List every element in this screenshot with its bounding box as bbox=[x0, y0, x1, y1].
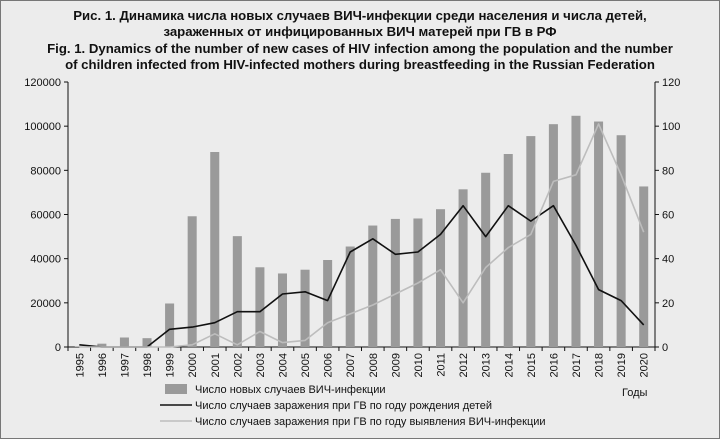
x-tick-label-2003: 2003 bbox=[255, 353, 267, 377]
left-tick-label-3: 60000 bbox=[30, 210, 61, 222]
x-tick-label-1997: 1997 bbox=[119, 353, 131, 377]
x-tick-label-2016: 2016 bbox=[548, 353, 560, 377]
x-tick-label-2007: 2007 bbox=[345, 353, 357, 377]
bar-series bbox=[74, 115, 649, 347]
title-en-line2: of children infected from HIV-infected m… bbox=[65, 57, 655, 72]
x-tick-label-2019: 2019 bbox=[616, 353, 628, 377]
line-series-detection-year bbox=[79, 123, 645, 348]
right-tick-label-5: 100 bbox=[662, 121, 680, 133]
legend-label-new-cases: Число новых случаев ВИЧ-инфекции bbox=[195, 384, 386, 396]
x-tick-label-2001: 2001 bbox=[210, 353, 222, 377]
bar-2014 bbox=[503, 153, 513, 347]
bar-2009 bbox=[390, 218, 400, 347]
x-tick-label-2006: 2006 bbox=[323, 353, 335, 377]
title-en-line1: Fig. 1. Dynamics of the number of new ca… bbox=[47, 41, 673, 56]
bar-2013 bbox=[481, 172, 491, 347]
bar-2018 bbox=[594, 121, 604, 347]
right-tick-label-1: 20 bbox=[662, 298, 674, 310]
bar-2016 bbox=[548, 124, 558, 347]
right-tick-label-3: 60 bbox=[662, 210, 674, 222]
legend-label-line-2: Число случаев заражения при ГВ по году в… bbox=[195, 416, 546, 428]
title-ru-line2: зараженных от инфицированных ВИЧ матерей… bbox=[163, 24, 557, 39]
right-tick-label-2: 40 bbox=[662, 254, 674, 266]
left-tick-label-4: 80000 bbox=[30, 165, 61, 177]
left-tick-label-5: 100000 bbox=[24, 121, 61, 133]
bar-2011 bbox=[436, 209, 446, 347]
x-tick-label-2015: 2015 bbox=[526, 353, 538, 377]
x-tick-label-2014: 2014 bbox=[503, 353, 515, 377]
x-tick-label-2020: 2020 bbox=[639, 353, 651, 377]
right-tick-label-0: 0 bbox=[662, 342, 668, 354]
x-axis-label: Годы bbox=[622, 387, 648, 399]
x-tick-label-2004: 2004 bbox=[277, 353, 289, 377]
bar-2006 bbox=[323, 259, 333, 347]
legend: Число новых случаев ВИЧ-инфекции Число сл… bbox=[160, 384, 546, 428]
legend-label-line-1: Число случаев заражения при ГВ по году р… bbox=[195, 400, 492, 412]
x-tick-label-1995: 1995 bbox=[74, 353, 86, 377]
x-tick-label-2011: 2011 bbox=[436, 353, 448, 377]
bar-2015 bbox=[526, 136, 536, 347]
bar-1997 bbox=[119, 337, 129, 347]
title-ru-line1: Рис. 1. Динамика числа новых случаев ВИЧ… bbox=[73, 8, 647, 23]
bar-2004 bbox=[277, 273, 287, 347]
x-tick-label-2012: 2012 bbox=[458, 353, 470, 377]
bar-1999 bbox=[165, 303, 175, 347]
right-tick-label-6: 120 bbox=[662, 77, 680, 89]
x-tick-label-2010: 2010 bbox=[413, 353, 425, 377]
left-tick-label-1: 20000 bbox=[30, 298, 61, 310]
x-tick-label-2018: 2018 bbox=[594, 353, 606, 377]
x-tick-label-1998: 1998 bbox=[142, 353, 154, 377]
bar-2000 bbox=[187, 216, 197, 347]
x-tick-label-2013: 2013 bbox=[481, 353, 493, 377]
x-tick-label-2002: 2002 bbox=[232, 353, 244, 377]
bar-2003 bbox=[255, 267, 265, 347]
x-tick-label-1996: 1996 bbox=[97, 353, 109, 377]
line-series-birth-year bbox=[79, 204, 645, 348]
bar-2007 bbox=[345, 246, 355, 347]
bar-2001 bbox=[210, 152, 220, 347]
bar-2012 bbox=[458, 189, 468, 347]
bar-2017 bbox=[571, 115, 581, 347]
line-series bbox=[79, 123, 645, 348]
bar-2002 bbox=[232, 236, 242, 347]
x-tick-label-2017: 2017 bbox=[571, 353, 583, 377]
left-tick-label-6: 120000 bbox=[24, 77, 61, 89]
left-tick-label-2: 40000 bbox=[30, 254, 61, 266]
right-tick-label-4: 80 bbox=[662, 165, 674, 177]
bar-2008 bbox=[368, 225, 378, 347]
x-tick-label-2008: 2008 bbox=[368, 353, 380, 377]
bar-1998 bbox=[142, 338, 152, 347]
bar-2005 bbox=[300, 269, 310, 347]
x-tick-label-2005: 2005 bbox=[300, 353, 312, 377]
bar-2020 bbox=[639, 186, 649, 347]
x-tick-label-2000: 2000 bbox=[187, 353, 199, 377]
x-tick-labels: 1995 1996 1997 1998 1999 2000 2001 2002 2003 2004… bbox=[74, 353, 650, 377]
legend-swatch-bar bbox=[165, 384, 187, 394]
left-tick-label-0: 0 bbox=[55, 342, 61, 354]
x-tick-label-1999: 1999 bbox=[165, 353, 177, 377]
x-tick-label-2009: 2009 bbox=[390, 353, 402, 377]
bar-1996 bbox=[97, 343, 107, 347]
bar-2019 bbox=[616, 135, 626, 347]
